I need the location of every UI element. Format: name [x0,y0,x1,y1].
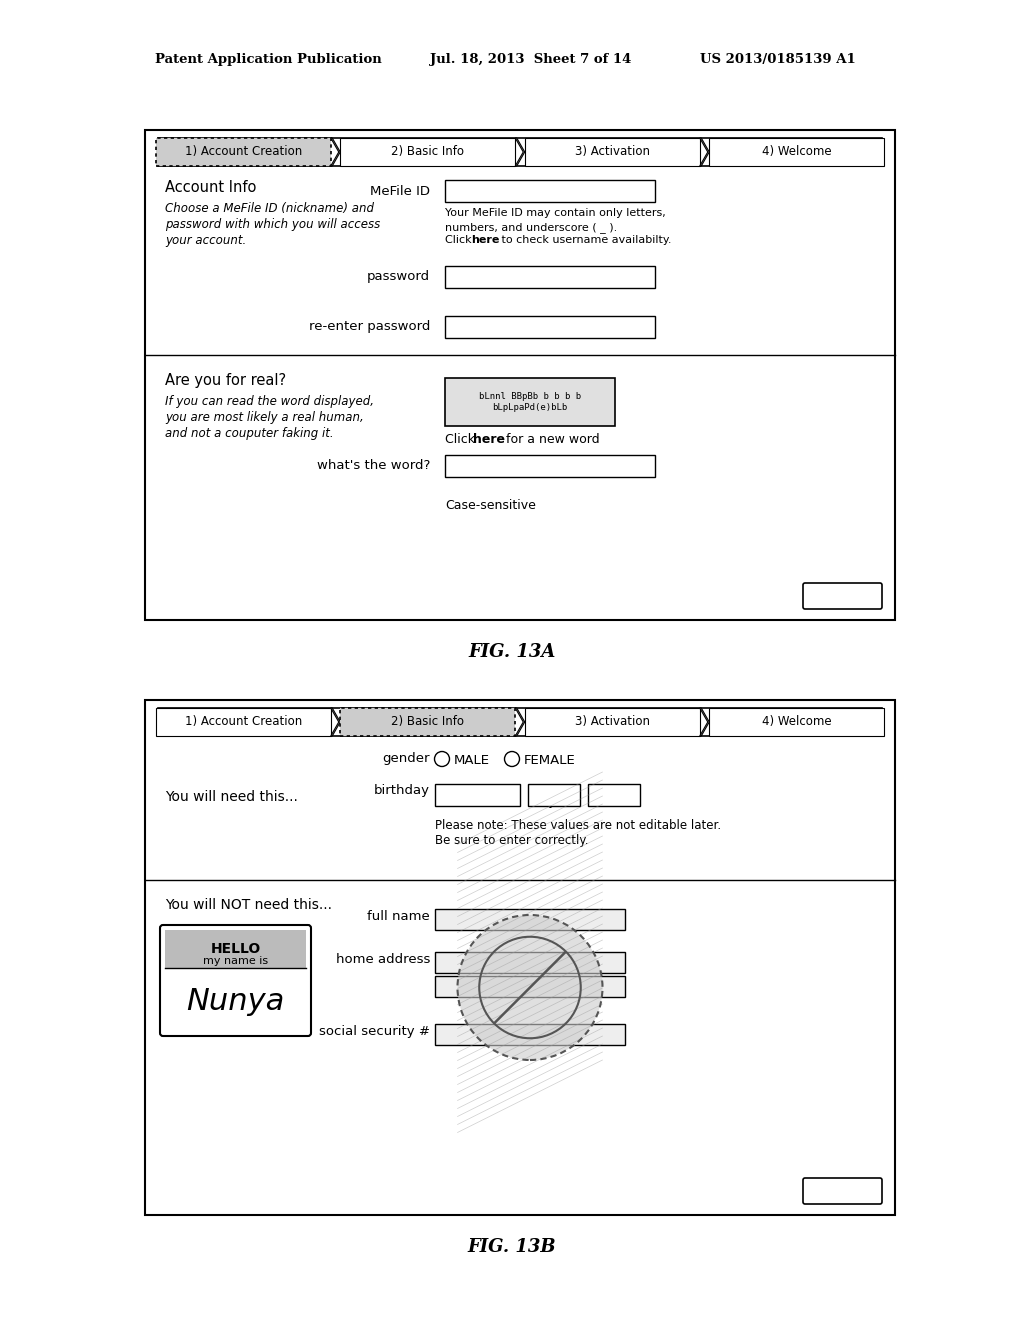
FancyBboxPatch shape [445,455,655,477]
Text: and not a couputer faking it.: and not a couputer faking it. [165,426,334,440]
Text: my name is: my name is [203,956,268,966]
Text: here: here [473,433,505,446]
Text: home address: home address [336,953,430,966]
Text: Patent Application Publication: Patent Application Publication [155,54,382,66]
Polygon shape [331,708,340,737]
Text: Please note: These values are not editable later.: Please note: These values are not editab… [435,818,721,832]
Text: You will NOT need this...: You will NOT need this... [165,898,332,912]
Text: ⌄: ⌄ [563,793,573,807]
FancyBboxPatch shape [158,139,882,166]
Text: Click: Click [445,235,475,246]
Text: Click: Click [445,433,479,446]
Text: made: made [449,466,484,479]
Text: password: password [367,271,430,282]
Polygon shape [331,139,340,166]
Text: Year: Year [592,795,618,808]
Text: birthday: birthday [374,784,430,797]
FancyBboxPatch shape [445,315,655,338]
Text: Your MeFile ID may contain only letters,: Your MeFile ID may contain only letters, [445,209,666,218]
FancyBboxPatch shape [435,1024,625,1045]
FancyBboxPatch shape [528,784,580,807]
Text: your account.: your account. [165,234,246,247]
Text: social security #: social security # [319,1026,430,1038]
FancyBboxPatch shape [803,1177,882,1204]
Text: here: here [471,235,500,246]
FancyBboxPatch shape [803,583,882,609]
FancyBboxPatch shape [710,139,885,166]
FancyBboxPatch shape [165,931,306,968]
FancyBboxPatch shape [160,925,311,1036]
Text: 1) Account Creation: 1) Account Creation [184,145,302,158]
Text: bLnnl BBpBb b b b b
bLpLpaPd(e)bLb: bLnnl BBpBb b b b b bLpLpaPd(e)bLb [479,392,581,412]
Polygon shape [515,139,524,166]
Text: for a new word: for a new word [502,433,600,446]
FancyBboxPatch shape [710,708,885,737]
Text: numbers, and underscore ( _ ).: numbers, and underscore ( _ ). [445,222,617,232]
FancyBboxPatch shape [435,952,625,973]
Text: Day: Day [532,795,557,808]
Text: MALE: MALE [454,754,490,767]
Text: Nunya: Nunya [186,986,285,1015]
Text: next > >: next > > [815,1184,868,1197]
Text: 4) Welcome: 4) Welcome [762,145,831,158]
FancyBboxPatch shape [435,784,520,807]
FancyBboxPatch shape [145,700,895,1214]
FancyBboxPatch shape [156,708,331,737]
Text: you are most likely a real human,: you are most likely a real human, [165,411,364,424]
Circle shape [434,751,450,767]
Text: 2) Basic Info: 2) Basic Info [391,145,464,158]
Text: Month: Month [439,795,478,808]
Text: thisisatestmefile: thisisatestmefile [449,191,547,205]
Text: Are you for real?: Are you for real? [165,374,286,388]
FancyBboxPatch shape [588,784,640,807]
Circle shape [458,915,602,1060]
Text: Case-sensitive: Case-sensitive [445,499,536,512]
Text: ⌄: ⌄ [503,793,513,807]
Text: 1) Account Creation: 1) Account Creation [184,715,302,729]
Text: FEMALE: FEMALE [524,754,575,767]
FancyBboxPatch shape [435,909,625,931]
Text: re-enter password: re-enter password [308,319,430,333]
FancyBboxPatch shape [435,975,625,997]
FancyBboxPatch shape [340,139,515,166]
Text: MeFile ID: MeFile ID [370,185,430,198]
Text: 2) Basic Info: 2) Basic Info [391,715,464,729]
Text: Account Info: Account Info [165,180,256,195]
Polygon shape [699,708,710,737]
Text: 4) Welcome: 4) Welcome [762,715,831,729]
FancyBboxPatch shape [524,139,699,166]
Text: 3) Activation: 3) Activation [574,145,650,158]
Text: ⌄: ⌄ [623,793,633,807]
Text: next > >: next > > [815,590,868,602]
FancyBboxPatch shape [445,378,615,426]
Text: HELLO: HELLO [210,942,261,956]
FancyBboxPatch shape [340,708,515,737]
FancyBboxPatch shape [445,180,655,202]
Text: what's the word?: what's the word? [316,459,430,473]
Text: If you can read the word displayed,: If you can read the word displayed, [165,395,374,408]
Text: 3) Activation: 3) Activation [574,715,650,729]
Text: Be sure to enter correctly.: Be sure to enter correctly. [435,834,589,847]
FancyBboxPatch shape [524,708,699,737]
Text: You will need this...: You will need this... [165,789,298,804]
Text: gender: gender [383,752,430,766]
Polygon shape [515,708,524,737]
FancyBboxPatch shape [156,139,331,166]
Text: Jul. 18, 2013  Sheet 7 of 14: Jul. 18, 2013 Sheet 7 of 14 [430,54,632,66]
Text: to check username availabilty.: to check username availabilty. [498,235,672,246]
Polygon shape [699,139,710,166]
FancyBboxPatch shape [145,129,895,620]
Text: FIG. 13A: FIG. 13A [468,643,556,661]
Circle shape [505,751,519,767]
Text: password with which you will access: password with which you will access [165,218,380,231]
FancyBboxPatch shape [158,708,882,737]
Text: Choose a MeFile ID (nickname) and: Choose a MeFile ID (nickname) and [165,202,374,215]
Text: US 2013/0185139 A1: US 2013/0185139 A1 [700,54,856,66]
Text: FIG. 13B: FIG. 13B [468,1238,556,1257]
FancyBboxPatch shape [445,267,655,288]
Text: full name: full name [368,909,430,923]
